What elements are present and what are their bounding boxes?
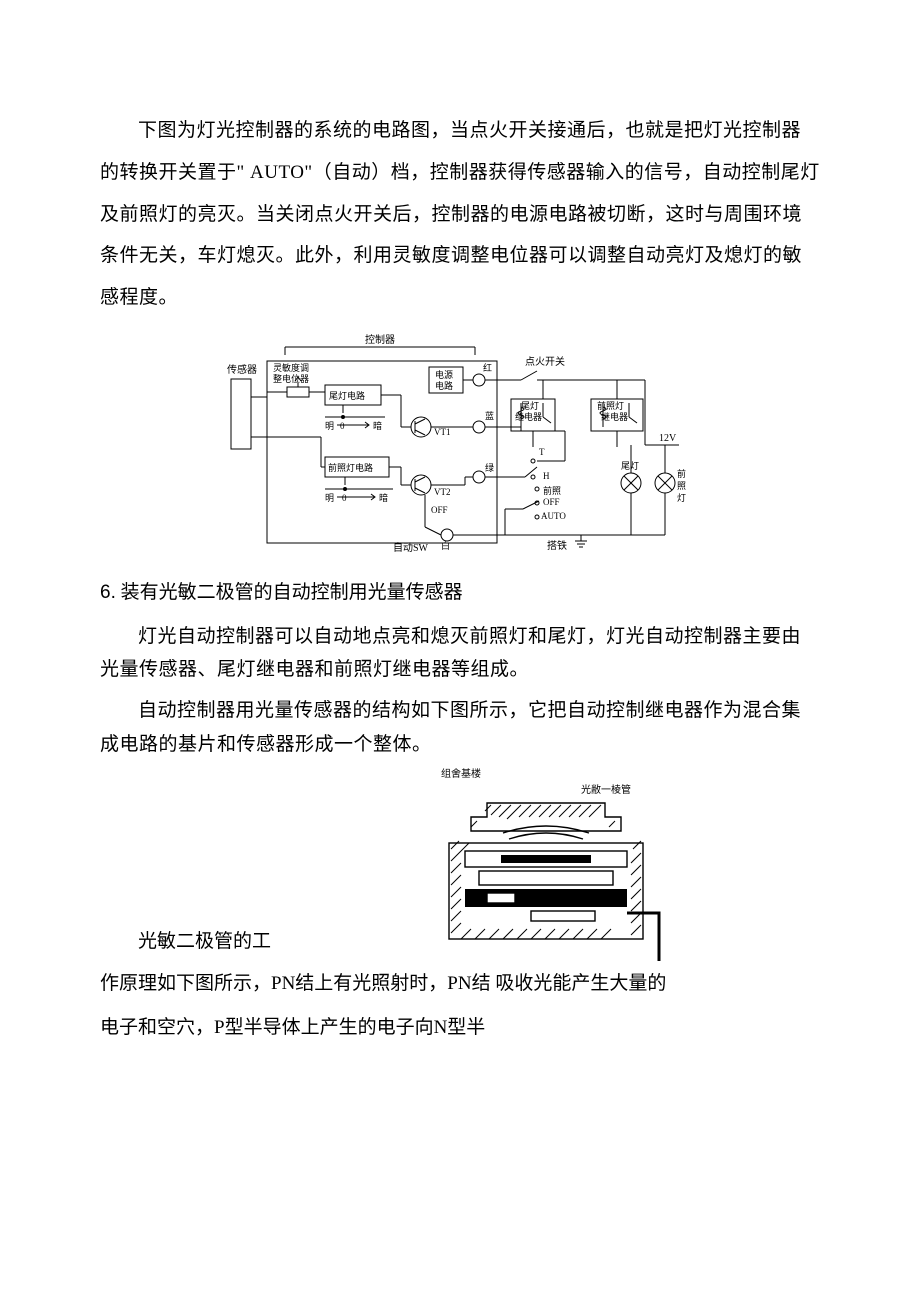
lbl-off2: OFF bbox=[543, 497, 560, 507]
lbl-controller: 控制器 bbox=[365, 333, 395, 346]
lbl-sens1: 灵敏度调 bbox=[273, 362, 309, 373]
lbl-auto: AUTO bbox=[541, 511, 566, 521]
sensor-figure-row: 光敏二极管的工 组舍基楼 光敝一棱管 bbox=[100, 763, 820, 963]
lbl-sensor: 传感器 bbox=[227, 363, 257, 376]
lbl-red: 红 bbox=[483, 362, 492, 373]
lbl-hl3: 灯 bbox=[677, 493, 686, 503]
sec6-p1: 灯光自动控制器可以自动地点亮和熄灭前照灯和尾灯，灯光自动控制器主要由光量传感器、… bbox=[100, 620, 820, 687]
sec6-p2: 自动控制器用光量传感器的结构如下图所示，它把自动控制继电器作为混合集成电路的基片… bbox=[100, 694, 820, 761]
lbl-hl1: 前 bbox=[677, 468, 686, 479]
circuit-diagram: 控制器 传感器 灵敏度调 整电位器 尾灯电路 前照灯电路 0 明 暗 0 明 暗… bbox=[225, 327, 695, 562]
lbl-off: OFF bbox=[431, 505, 448, 515]
lbl-sfig-r: 光敝一棱管 bbox=[581, 783, 631, 796]
lbl-sfig-l: 组舍基楼 bbox=[441, 767, 481, 780]
lbl-pwr2: 电路 bbox=[435, 380, 453, 391]
photodiode-cont2: 电子和空穴，P型半导体上产生的电子向N型半 bbox=[100, 1007, 820, 1049]
lbl-hl2: 照 bbox=[677, 481, 686, 491]
lbl-trl1: 尾灯 bbox=[521, 401, 539, 411]
section-6-number: 6. bbox=[100, 582, 116, 603]
photodiode-cont1: 作原理如下图所示，PN结上有光照射时，PN结 吸收光能产生大量的 bbox=[100, 963, 820, 1005]
lbl-hrl2: 继电器 bbox=[601, 411, 628, 422]
lbl-tlamp: 尾灯 bbox=[621, 461, 639, 471]
lbl-blue: 蓝 bbox=[485, 410, 494, 421]
lbl-ground: 搭铁 bbox=[547, 539, 567, 552]
lbl-ming1: 明 bbox=[325, 421, 334, 431]
lbl-ign: 点火开关 bbox=[525, 355, 565, 368]
intro-paragraph: 下图为灯光控制器的系统的电路图，当点火开关接通后，也就是把灯光控制器的转换开关置… bbox=[100, 110, 820, 319]
lbl-vt1: VT1 bbox=[434, 427, 451, 437]
sensor-diagram: 组舍基楼 光敝一棱管 bbox=[391, 763, 701, 963]
lbl-T: T bbox=[539, 447, 545, 457]
lbl-H: H bbox=[543, 471, 550, 481]
section-6-heading: 6. 装有光敏二极管的自动控制用光量传感器 bbox=[100, 572, 820, 614]
photodiode-lead: 光敏二极管的工 bbox=[100, 921, 271, 963]
lbl-vt2: VT2 bbox=[434, 487, 451, 497]
lbl-pwr1: 电源 bbox=[435, 369, 453, 380]
lbl-sens2: 整电位器 bbox=[273, 373, 309, 384]
lbl-white: 白 bbox=[441, 540, 450, 551]
lbl-autosw: 自动SW bbox=[393, 541, 429, 554]
lbl-an2: 暗 bbox=[379, 492, 388, 503]
lbl-zero1: 0 bbox=[340, 421, 345, 431]
lbl-green: 绿 bbox=[485, 462, 494, 473]
lbl-zero2: 0 bbox=[342, 493, 347, 503]
lbl-tailc: 尾灯电路 bbox=[329, 390, 365, 401]
lbl-ming2: 明 bbox=[325, 493, 334, 503]
lbl-headc: 前照灯电路 bbox=[328, 462, 373, 473]
section-6-title: 装有光敏二极管的自动控制用光量传感器 bbox=[116, 582, 463, 603]
lbl-an1: 暗 bbox=[373, 420, 382, 431]
lbl-trl2: 继电器 bbox=[515, 411, 542, 422]
lbl-front: 前照 bbox=[543, 485, 561, 496]
lbl-hrl1: 前照灯 bbox=[597, 400, 624, 411]
lbl-12v: 12V bbox=[659, 433, 677, 444]
